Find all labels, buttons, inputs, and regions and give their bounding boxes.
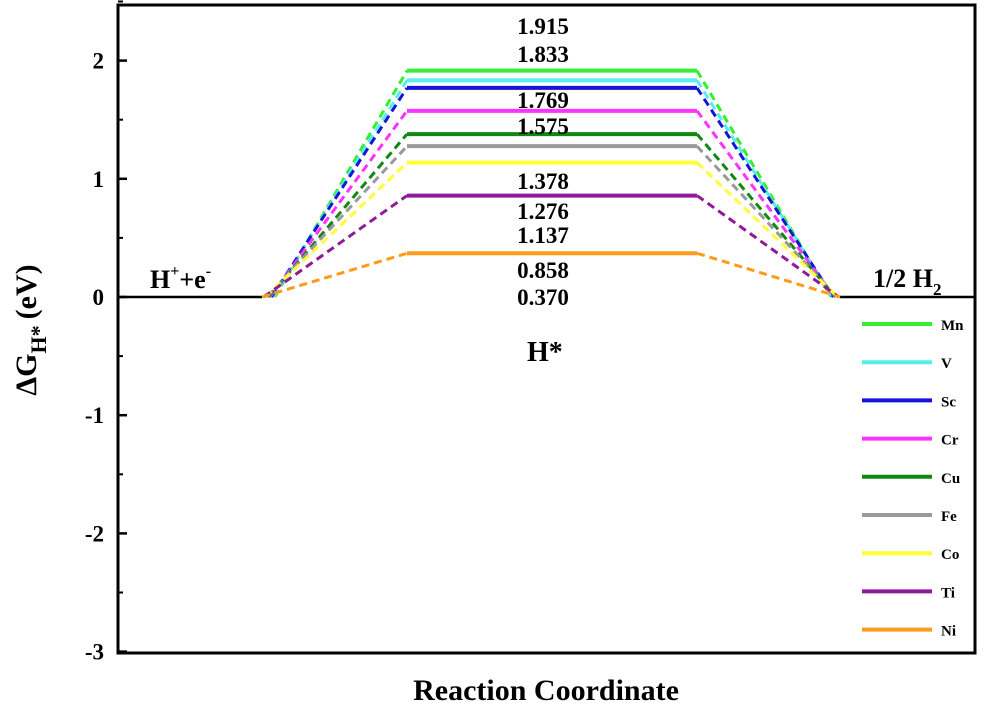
plot-frame — [116, 3, 977, 655]
connector-right-mn — [695, 69, 833, 298]
y-axis-title: ΔGH*(eV) — [10, 264, 51, 395]
y-tick-label: -3 — [85, 640, 104, 665]
connector-right-ni — [696, 251, 841, 299]
value-label: 0.370 — [517, 285, 569, 310]
legend-label: Fe — [941, 509, 957, 525]
value-label: 1.575 — [517, 114, 569, 139]
value-label: 1.276 — [517, 199, 569, 224]
value-label: 1.833 — [517, 42, 569, 67]
legend-label: Sc — [941, 394, 956, 410]
connector-left-fe — [265, 145, 409, 299]
y-axis-ticks: -3 -2 -1 0 1 2 — [85, 0, 127, 665]
y-tick-label: -2 — [85, 521, 104, 546]
connector-left-sc — [270, 87, 409, 298]
y-tick-label: -1 — [85, 403, 104, 428]
initial-state-label: H++e- — [150, 263, 211, 294]
connector-left-co — [264, 161, 409, 299]
final-state-label: 1/2 H2 — [873, 264, 941, 299]
y-tick-label: 2 — [93, 49, 105, 74]
connector-right-cu — [695, 133, 837, 298]
legend-label: V — [941, 356, 952, 372]
connector-left-ni — [261, 251, 408, 299]
connector-right-v — [695, 79, 834, 298]
value-label: 1.769 — [517, 88, 569, 113]
legend-label: Cu — [941, 471, 960, 487]
chart-marks — [118, 68, 975, 299]
connector-right-cr — [695, 109, 836, 298]
legend: Mn V Sc Cr Cu Fe Co Ti Ni — [862, 318, 964, 640]
x-axis-title: Reaction Coordinate — [413, 674, 679, 703]
legend-label: Co — [941, 547, 959, 563]
value-label: 1.915 — [517, 14, 569, 39]
legend-label: Ti — [941, 585, 955, 601]
connector-right-co — [695, 161, 839, 299]
y-tick-label: 1 — [93, 167, 105, 192]
intermediate-state-label: H* — [527, 337, 563, 368]
y-tick-label: 0 — [93, 285, 105, 310]
connector-left-ti — [262, 194, 408, 299]
connector-right-ti — [696, 194, 840, 299]
connector-right-sc — [695, 87, 835, 298]
value-label: 0.858 — [517, 258, 569, 283]
legend-label: Ni — [941, 624, 956, 640]
legend-label: Cr — [941, 433, 959, 449]
connector-left-cu — [267, 133, 409, 298]
legend-label: Mn — [941, 318, 964, 334]
value-label: 1.378 — [517, 169, 569, 194]
value-label: 1.137 — [517, 223, 569, 248]
